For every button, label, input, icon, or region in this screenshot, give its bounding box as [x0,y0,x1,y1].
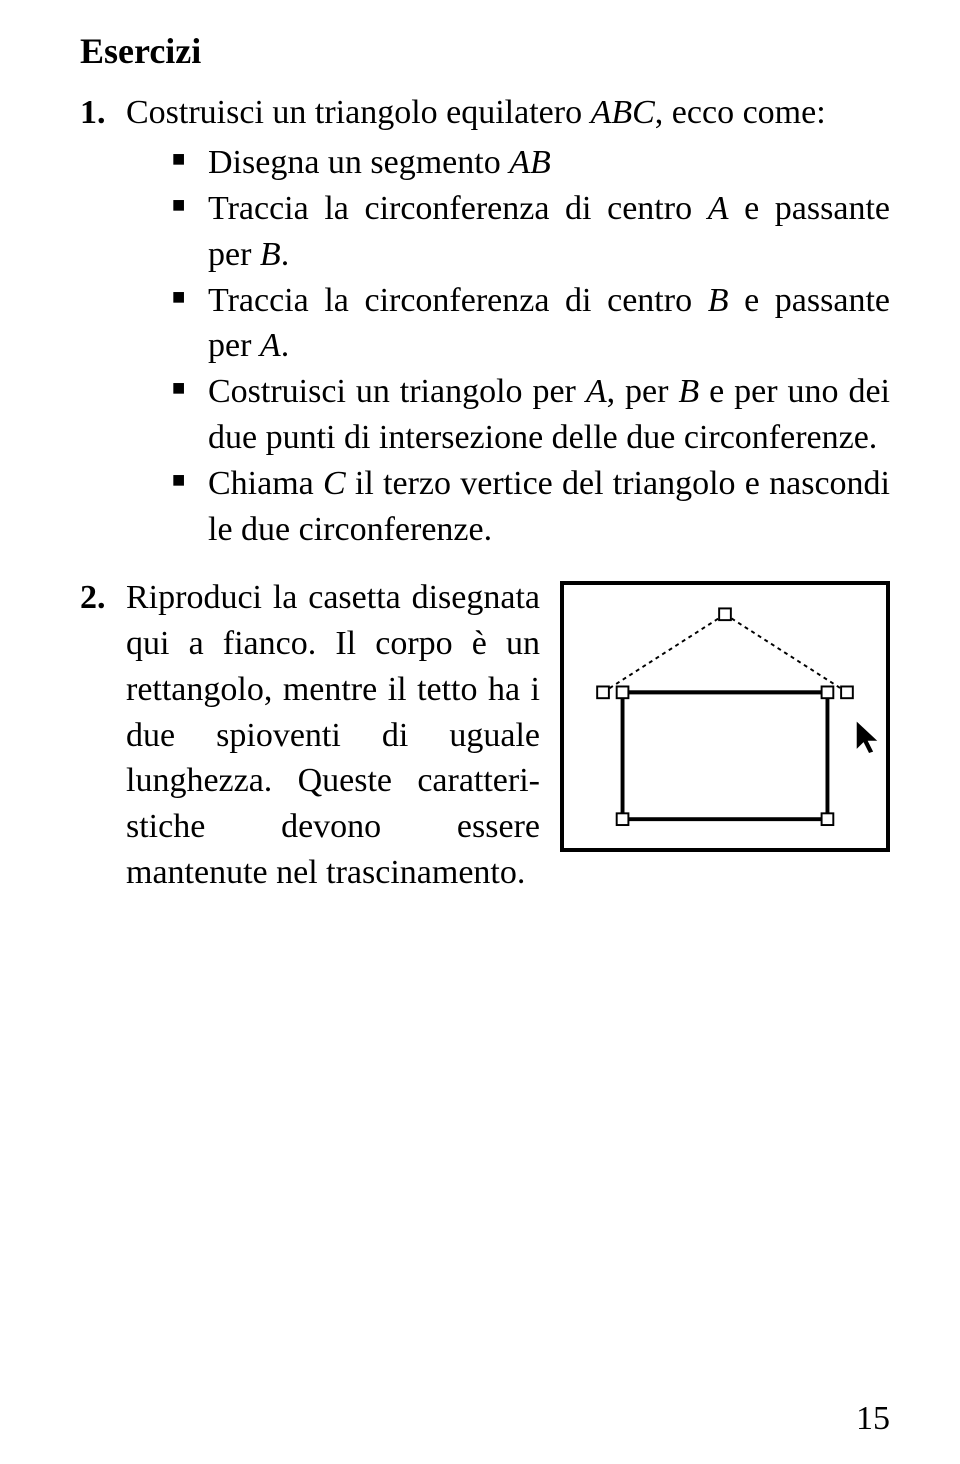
text: Traccia la circonferenza di centro [208,190,708,227]
var-ABC: ABC [591,94,655,131]
exercise-2-number: 2. [80,575,126,621]
text: . [281,236,290,273]
house-svg [564,585,886,848]
exercise-1-intro: Costruisci un triangolo equilatero ABC, … [126,90,890,136]
exercise-1-steps: Disegna un segmento AB Traccia la circon… [80,140,890,553]
text: , ecco come: [655,94,826,131]
var-B: B [678,373,699,410]
step-1: Disegna un segmento AB [172,140,890,186]
text: , per [607,373,679,410]
text: Costruisci un triangolo per [208,373,586,410]
text: Chiama [208,465,323,502]
var-A: A [708,190,729,227]
house-figure [560,581,890,852]
var-B: B [260,236,281,273]
text: Riproduci la casetta disegnata qui a fia… [126,579,540,891]
var-C: C [323,465,346,502]
exercise-1: 1. Costruisci un triangolo equilatero AB… [80,90,890,553]
exercise-1-number: 1. [80,90,126,136]
text: Costruisci un triangolo equilatero [126,94,591,131]
exercise-2-heading: 2. Riproduci la casetta disegnata qui a … [80,575,540,896]
var-AB: AB [509,144,551,181]
var-A: A [260,327,281,364]
step-3: Traccia la circonferenza di centro B e p… [172,278,890,370]
exercise-1-heading: 1. Costruisci un triangolo equilatero AB… [80,90,890,136]
exercise-2: 2. Riproduci la casetta disegnata qui a … [80,575,890,896]
text: . [281,327,290,364]
section-title: Esercizi [80,30,890,72]
text: Traccia la circonferenza di centro [208,282,708,319]
var-A: A [586,373,607,410]
page-number: 15 [856,1400,890,1438]
step-4: Costruisci un triangolo per A, per B e p… [172,369,890,461]
text: Disegna un segmento [208,144,509,181]
page: Esercizi 1. Costruisci un triangolo equi… [0,0,960,1464]
exercise-2-body: Riproduci la casetta disegnata qui a fia… [126,575,540,896]
step-5: Chiama C il terzo vertice del triangolo … [172,461,890,553]
step-2: Traccia la circonferenza di centro A e p… [172,186,890,278]
var-B: B [708,282,729,319]
exercise-2-text-col: 2. Riproduci la casetta disegnata qui a … [80,575,560,896]
